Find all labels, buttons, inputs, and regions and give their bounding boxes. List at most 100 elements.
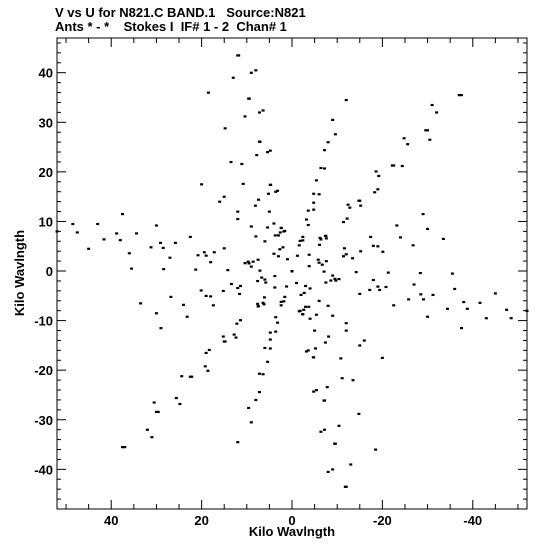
uv-point bbox=[295, 281, 299, 285]
uv-point bbox=[317, 299, 321, 302]
uv-point bbox=[276, 234, 280, 237]
uv-point bbox=[158, 241, 162, 244]
y-tick-label: 30 bbox=[39, 115, 53, 130]
uv-point bbox=[256, 302, 260, 305]
uv-point bbox=[243, 115, 247, 118]
uv-point bbox=[154, 312, 158, 315]
uv-point bbox=[150, 436, 154, 439]
uv-point bbox=[273, 274, 277, 278]
uv-point bbox=[254, 398, 258, 402]
uv-point bbox=[308, 287, 312, 290]
uv-point bbox=[430, 103, 434, 107]
uv-point bbox=[267, 192, 270, 195]
uv-point bbox=[312, 390, 316, 393]
uv-point bbox=[262, 303, 266, 306]
uv-point bbox=[312, 192, 316, 195]
uv-point bbox=[484, 317, 488, 320]
uv-point bbox=[323, 399, 327, 402]
uv-point bbox=[254, 69, 258, 72]
uv-point bbox=[320, 263, 324, 266]
uv-point bbox=[368, 288, 372, 292]
uv-point bbox=[435, 111, 439, 114]
uv-point bbox=[400, 164, 404, 168]
uv-point bbox=[282, 300, 286, 303]
uv-point bbox=[257, 372, 261, 375]
uv-point bbox=[123, 446, 127, 449]
uv-point bbox=[279, 226, 283, 230]
uv-point bbox=[333, 277, 337, 280]
uv-point bbox=[276, 255, 280, 258]
uv-point bbox=[261, 301, 265, 304]
uv-point bbox=[319, 238, 323, 241]
uv-point bbox=[411, 244, 415, 247]
uv-point bbox=[180, 375, 184, 378]
uv-points bbox=[55, 54, 529, 488]
uv-point bbox=[381, 250, 385, 253]
uv-point bbox=[238, 284, 242, 288]
uv-point bbox=[314, 347, 317, 350]
uv-point bbox=[261, 373, 265, 376]
uv-point bbox=[312, 356, 316, 359]
uv-point bbox=[386, 271, 390, 274]
uv-point bbox=[323, 428, 327, 431]
uv-point bbox=[223, 340, 227, 343]
uv-point bbox=[301, 313, 305, 316]
uv-point bbox=[374, 448, 378, 451]
uv-point bbox=[304, 350, 308, 353]
uv-point bbox=[331, 274, 335, 277]
uv-point bbox=[276, 321, 280, 324]
uv-point bbox=[380, 356, 384, 359]
uv-point bbox=[258, 269, 262, 272]
x-tick-label: 20 bbox=[194, 513, 208, 528]
uv-point bbox=[333, 133, 337, 136]
uv-point bbox=[204, 254, 208, 257]
uv-point bbox=[376, 245, 380, 248]
uv-point bbox=[333, 442, 337, 445]
uv-point bbox=[278, 231, 282, 234]
uv-point bbox=[209, 261, 213, 264]
uv-point bbox=[247, 262, 251, 265]
chart-subtitle: Ants * - * Stokes I IF# 1 - 2 Chan# 1 bbox=[55, 19, 287, 34]
uv-point bbox=[351, 379, 355, 382]
y-tick-label: -40 bbox=[34, 462, 53, 477]
uv-point bbox=[236, 286, 240, 290]
uv-point bbox=[509, 317, 513, 320]
x-tick-label: -40 bbox=[463, 513, 482, 528]
uv-point bbox=[249, 421, 253, 424]
uv-point bbox=[342, 255, 346, 258]
uv-point bbox=[384, 285, 388, 289]
uv-point bbox=[426, 227, 430, 231]
uv-point bbox=[326, 470, 330, 474]
uv-point bbox=[200, 183, 204, 186]
uv-point bbox=[251, 260, 255, 263]
uv-point bbox=[302, 291, 306, 295]
uv-point bbox=[188, 235, 192, 239]
uv-point bbox=[169, 295, 173, 299]
uv-point bbox=[232, 333, 236, 336]
uv-point bbox=[301, 239, 305, 242]
uv-point bbox=[314, 179, 318, 182]
uv-point bbox=[272, 252, 276, 255]
uv-point bbox=[257, 198, 261, 201]
uv-point bbox=[377, 174, 381, 178]
uv-point bbox=[431, 293, 435, 297]
uv-point bbox=[316, 258, 320, 261]
uv-point bbox=[306, 209, 310, 212]
uv-point bbox=[306, 349, 310, 352]
uv-point bbox=[240, 162, 244, 166]
uv-point bbox=[307, 265, 311, 268]
uv-point bbox=[317, 261, 321, 264]
uv-point bbox=[257, 140, 261, 143]
uv-point bbox=[344, 322, 348, 325]
uv-point bbox=[255, 154, 259, 157]
uv-point bbox=[249, 265, 253, 268]
uv-point bbox=[229, 160, 233, 164]
y-tick-label: -10 bbox=[34, 314, 53, 329]
uv-point bbox=[279, 300, 283, 303]
uv-point bbox=[369, 235, 373, 239]
uv-point bbox=[236, 217, 240, 221]
uv-point bbox=[319, 430, 323, 433]
uv-point bbox=[329, 279, 333, 282]
uv-point bbox=[462, 300, 466, 304]
uv-point bbox=[493, 292, 497, 295]
